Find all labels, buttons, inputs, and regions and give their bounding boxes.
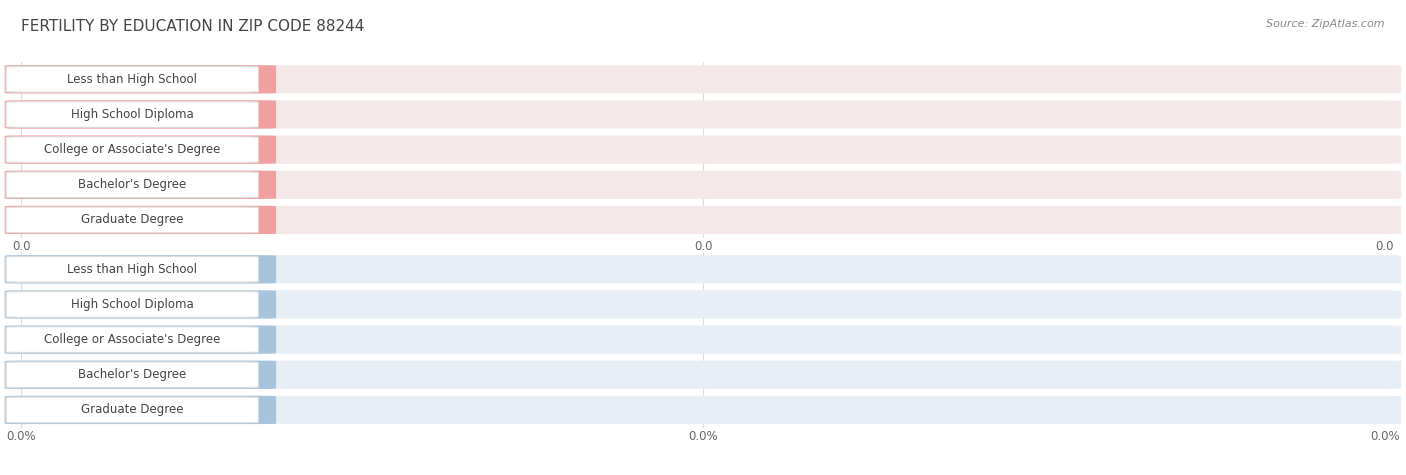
FancyBboxPatch shape <box>4 361 1402 389</box>
FancyBboxPatch shape <box>6 256 259 282</box>
FancyBboxPatch shape <box>4 171 276 199</box>
FancyBboxPatch shape <box>4 206 1402 234</box>
Text: 0.0%: 0.0% <box>222 405 253 415</box>
Text: Less than High School: Less than High School <box>67 73 197 86</box>
Text: 0.0%: 0.0% <box>222 370 253 380</box>
FancyBboxPatch shape <box>6 102 259 127</box>
Text: FERTILITY BY EDUCATION IN ZIP CODE 88244: FERTILITY BY EDUCATION IN ZIP CODE 88244 <box>21 19 364 34</box>
FancyBboxPatch shape <box>4 206 276 234</box>
FancyBboxPatch shape <box>4 135 1402 164</box>
Text: 0.0: 0.0 <box>233 144 253 155</box>
FancyBboxPatch shape <box>4 290 1402 319</box>
Text: 0.0: 0.0 <box>233 180 253 190</box>
FancyBboxPatch shape <box>4 65 276 94</box>
Text: College or Associate's Degree: College or Associate's Degree <box>44 333 221 346</box>
Text: Source: ZipAtlas.com: Source: ZipAtlas.com <box>1267 19 1385 29</box>
Text: 0.0: 0.0 <box>233 74 253 85</box>
Text: College or Associate's Degree: College or Associate's Degree <box>44 143 221 156</box>
FancyBboxPatch shape <box>4 361 276 389</box>
FancyBboxPatch shape <box>4 396 1402 424</box>
FancyBboxPatch shape <box>6 207 259 233</box>
Text: Bachelor's Degree: Bachelor's Degree <box>79 178 187 191</box>
Text: 0.0%: 0.0% <box>222 334 253 345</box>
FancyBboxPatch shape <box>6 327 259 352</box>
FancyBboxPatch shape <box>6 397 259 423</box>
FancyBboxPatch shape <box>4 135 276 164</box>
FancyBboxPatch shape <box>6 292 259 317</box>
Text: Less than High School: Less than High School <box>67 263 197 276</box>
FancyBboxPatch shape <box>6 66 259 92</box>
Text: 0.0: 0.0 <box>233 215 253 225</box>
Text: Graduate Degree: Graduate Degree <box>82 213 184 227</box>
FancyBboxPatch shape <box>4 255 1402 284</box>
FancyBboxPatch shape <box>4 100 1402 129</box>
Text: Graduate Degree: Graduate Degree <box>82 403 184 417</box>
FancyBboxPatch shape <box>6 172 259 198</box>
FancyBboxPatch shape <box>4 290 276 319</box>
FancyBboxPatch shape <box>4 100 276 129</box>
FancyBboxPatch shape <box>4 255 276 284</box>
Text: High School Diploma: High School Diploma <box>70 298 194 311</box>
FancyBboxPatch shape <box>4 171 1402 199</box>
FancyBboxPatch shape <box>4 396 276 424</box>
FancyBboxPatch shape <box>4 65 1402 94</box>
FancyBboxPatch shape <box>6 362 259 388</box>
Text: High School Diploma: High School Diploma <box>70 108 194 121</box>
FancyBboxPatch shape <box>6 137 259 162</box>
Text: Bachelor's Degree: Bachelor's Degree <box>79 368 187 381</box>
Text: 0.0: 0.0 <box>233 109 253 120</box>
Text: 0.0%: 0.0% <box>222 264 253 275</box>
Text: 0.0%: 0.0% <box>222 299 253 310</box>
FancyBboxPatch shape <box>4 325 276 354</box>
FancyBboxPatch shape <box>4 325 1402 354</box>
